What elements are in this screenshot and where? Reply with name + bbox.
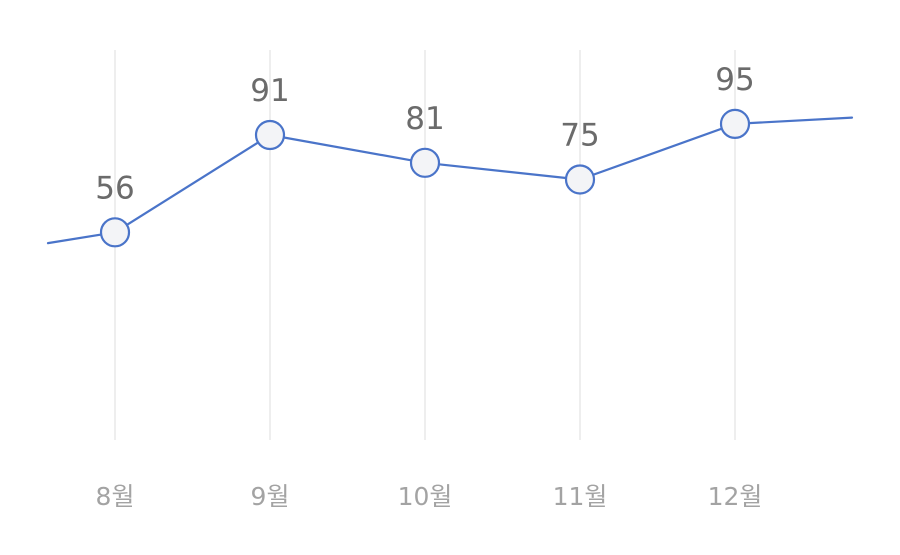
data-point-1[interactable] (254, 119, 286, 151)
data-label-1: 91 (250, 73, 289, 109)
data-labels-layer: 56 91 81 75 95 (95, 62, 754, 206)
data-point-4[interactable] (719, 108, 751, 140)
data-label-3: 75 (560, 118, 599, 154)
points-layer (99, 108, 751, 248)
data-point-2[interactable] (409, 147, 441, 178)
x-tick-label-0: 8월 (96, 482, 135, 511)
x-tick-label-3: 11월 (553, 482, 608, 511)
x-tick-label-1: 9월 (251, 482, 290, 511)
x-tick-label-4: 12월 (708, 482, 763, 511)
x-axis-ticks: 8월 9월 10월 11월 12월 (96, 482, 763, 511)
data-point-0[interactable] (99, 217, 131, 248)
data-label-2: 81 (405, 101, 444, 137)
data-label-4: 95 (715, 62, 754, 98)
x-tick-label-2: 10월 (398, 482, 453, 511)
data-point-3[interactable] (564, 164, 596, 195)
data-label-0: 56 (95, 170, 134, 206)
